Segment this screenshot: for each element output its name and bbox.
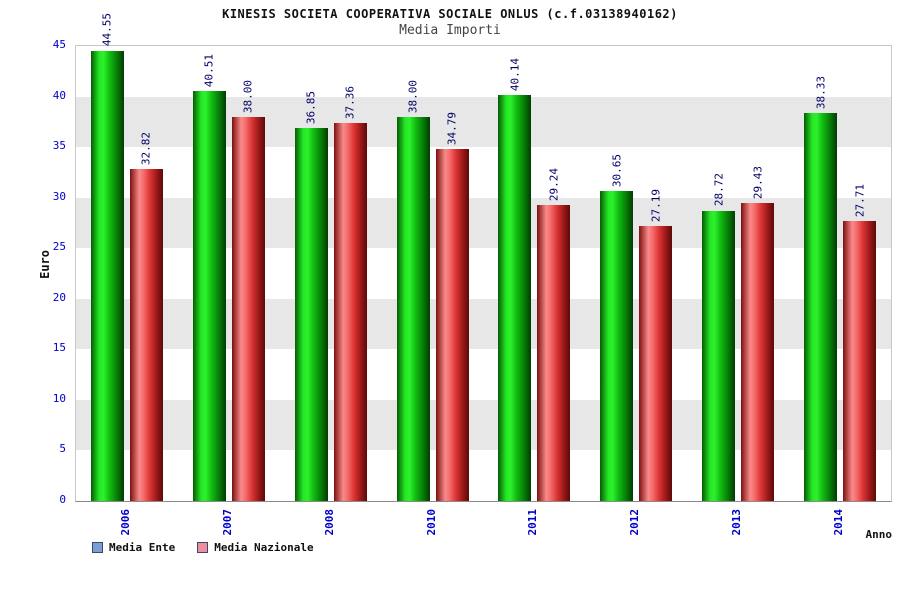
y-tick-label: 15 <box>52 341 66 355</box>
bar-media-nazionale: 34.79 <box>435 112 469 501</box>
bar-value-label: 29.43 <box>751 166 765 200</box>
y-tick-label: 10 <box>52 391 66 405</box>
bar-value-label: 40.14 <box>508 58 522 92</box>
x-tick-label: 2010 <box>424 509 438 536</box>
bar-value-label: 34.79 <box>445 112 459 146</box>
x-tick-label: 2011 <box>526 509 540 536</box>
chart-subtitle: Media Importi <box>399 23 501 38</box>
bar-value-label: 38.00 <box>241 79 255 113</box>
y-tick-label: 25 <box>52 240 66 254</box>
y-tick-label: 0 <box>59 493 66 506</box>
bar-media-ente: 30.65 <box>600 154 634 501</box>
y-tick-label: 35 <box>52 139 66 153</box>
chart-title: KINESIS SOCIETA COOPERATIVA SOCIALE ONLU… <box>222 7 678 21</box>
legend-marker-nazionale <box>197 542 209 553</box>
bar-media-nazionale: 29.24 <box>537 168 571 501</box>
x-tick-label: 2014 <box>832 509 846 536</box>
bar-value-label: 37.36 <box>343 86 357 120</box>
grid-band <box>76 46 891 97</box>
x-axis-title: Anno <box>865 528 893 541</box>
bar-media-ente: 40.51 <box>192 54 226 501</box>
x-tick-label: 2006 <box>118 509 132 536</box>
legend-label-ente: Media Ente <box>109 541 176 554</box>
bar-media-nazionale: 32.82 <box>129 132 163 501</box>
bar-value-label: 36.85 <box>304 91 318 125</box>
bar-value-label: 32.82 <box>139 132 153 166</box>
bar-media-ente: 36.85 <box>294 91 328 501</box>
x-tick-label: 2013 <box>730 509 744 536</box>
bar-media-ente: 38.33 <box>804 76 838 501</box>
bar-media-ente: 28.72 <box>702 173 736 501</box>
bar-value-label: 38.00 <box>406 79 420 113</box>
y-tick-label: 45 <box>52 38 66 51</box>
legend-marker-ente <box>92 542 103 553</box>
bar-media-nazionale: 29.43 <box>741 166 775 501</box>
y-tick-label: 30 <box>52 189 66 203</box>
plot-area: 44.55 32.82 40.51 38.00 36.85 37.36 38.00 34.79… <box>75 13 892 502</box>
bar-value-label: 27.19 <box>649 188 663 223</box>
x-tick-label: 2012 <box>628 509 642 536</box>
bar-media-ente: 44.55 <box>90 13 124 501</box>
bar-value-label: 30.65 <box>610 153 624 188</box>
bar-media-nazionale: 27.71 <box>843 184 877 501</box>
bar-media-nazionale: 37.36 <box>333 86 367 501</box>
y-axis-labels: 0 5 10 15 20 25 30 35 40 45 <box>0 38 66 506</box>
legend-entry-ente: Media Ente <box>92 541 175 554</box>
bar-value-label: 44.55 <box>100 13 114 47</box>
x-tick-label: 2008 <box>322 509 336 536</box>
bar-value-label: 40.51 <box>202 54 216 88</box>
y-tick-label: 5 <box>59 442 66 456</box>
y-tick-label: 20 <box>52 290 66 304</box>
bar-value-label: 29.24 <box>547 168 561 202</box>
legend-entry-nazionale: Media Nazionale <box>197 541 314 554</box>
bar-media-nazionale: 38.00 <box>231 80 265 501</box>
bar-value-label: 27.71 <box>853 183 867 217</box>
legend: Media Ente Media Nazionale <box>92 541 314 554</box>
bar-media-ente: 38.00 <box>396 80 430 501</box>
bar-media-nazionale: 27.19 <box>639 189 673 501</box>
bar-value-label: 38.33 <box>814 76 828 110</box>
legend-label-nazionale: Media Nazionale <box>214 541 314 554</box>
bar-media-ente: 40.14 <box>498 58 532 501</box>
y-tick-label: 40 <box>52 88 66 102</box>
bar-value-label: 28.72 <box>712 173 726 207</box>
x-tick-label: 2007 <box>220 509 234 536</box>
